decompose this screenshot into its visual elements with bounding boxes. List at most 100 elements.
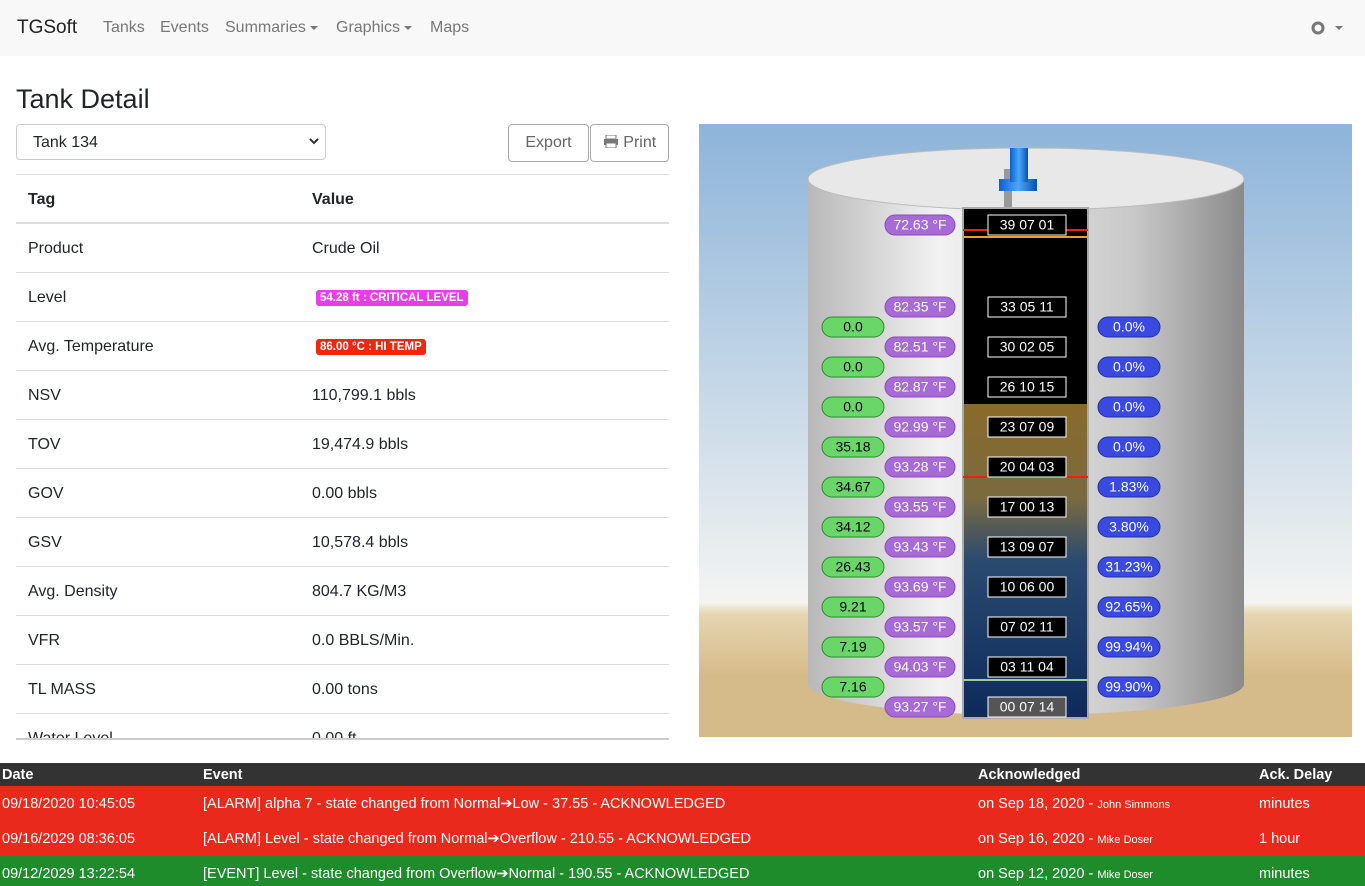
level-text: 03 11 04 — [1000, 659, 1054, 675]
level-text: 10 06 00 — [1000, 579, 1055, 595]
event-date: 09/18/2020 10:45:05 — [2, 796, 136, 812]
percent-pill-text: 99.90% — [1105, 679, 1152, 695]
value-cell: 110,799.1 bbls — [312, 387, 416, 404]
brand[interactable]: TGSoft — [17, 17, 78, 38]
level-text: 33 05 11 — [1000, 299, 1054, 315]
event-text: [ALARM] alpha 7 - state changed from Nor… — [203, 796, 726, 812]
temperature-pill: 72.63 °F — [884, 214, 956, 236]
level-label: 26 10 15 — [987, 376, 1067, 398]
percent-pill-text: 1.83% — [1109, 479, 1149, 495]
tag-cell: GSV — [28, 534, 62, 551]
density-pill-text: 9.21 — [839, 599, 866, 615]
event-date: 09/12/2029 13:22:54 — [2, 866, 136, 882]
level-text: 13 09 07 — [1000, 539, 1055, 555]
export-label: Export — [525, 134, 572, 151]
density-pill-text: 7.16 — [839, 679, 866, 695]
temperature-pill: 93.28 °F — [884, 456, 956, 478]
event-ack: on Sep 12, 2020 - Mike Doser — [978, 866, 1153, 882]
percent-pill-bg — [1097, 396, 1161, 418]
tag-cell: TOV — [28, 436, 61, 453]
level-label: 23 07 09 — [987, 416, 1067, 438]
density-pill-text: 7.19 — [839, 639, 866, 655]
print-label: Print — [623, 134, 657, 151]
density-pill-text: 34.12 — [835, 519, 870, 535]
level-text: 20 04 03 — [1000, 459, 1055, 475]
header-cell: Value — [312, 191, 354, 208]
temperature-pill-bg — [884, 656, 956, 678]
percent-pill: 0.0% — [1097, 436, 1161, 458]
density-pill: 0.0 — [821, 356, 885, 378]
density-pill-bg — [821, 556, 885, 578]
event-row[interactable]: 09/12/2029 13:22:54 [EVENT] Level - state… — [0, 856, 1365, 886]
density-pill: 7.16 — [821, 676, 885, 698]
event-ack-by: John Simmons — [1097, 799, 1171, 811]
temperature-pill-text: 93.57 °F — [893, 619, 946, 635]
level-box — [987, 656, 1067, 678]
level-box — [987, 336, 1067, 358]
level-label: 07 02 11 — [987, 616, 1067, 638]
value-cell: 0.00 bbls — [312, 485, 377, 502]
print-button[interactable]: Print — [590, 124, 669, 162]
level-box — [987, 376, 1067, 398]
percent-pill: 0.0% — [1097, 316, 1161, 338]
percent-pill-bg — [1097, 476, 1161, 498]
nav-item[interactable]: Events — [160, 19, 209, 36]
tag-cell: TL MASS — [28, 681, 96, 698]
temperature-pill-text: 92.99 °F — [893, 419, 946, 435]
event-delay: 1 hour — [1259, 831, 1301, 847]
level-box — [987, 696, 1067, 718]
density-pill: 9.21 — [821, 596, 885, 618]
density-pill: 0.0 — [821, 316, 885, 338]
level-label: 30 02 05 — [987, 336, 1067, 358]
percent-pill: 99.94% — [1097, 636, 1161, 658]
level-box — [987, 576, 1067, 598]
events-table: Date Event Acknowledged Ack. Delay 09/18/20… — [0, 763, 1365, 886]
percent-pill-bg — [1097, 316, 1161, 338]
table-header: Tag Value — [16, 175, 669, 224]
percent-pill-text: 31.23% — [1105, 559, 1152, 575]
density-pill-text: 35.18 — [835, 439, 870, 455]
event-row[interactable]: 09/16/2029 08:36:05 [ALARM] Level - state… — [0, 821, 1365, 856]
temperature-pill: 93.69 °F — [884, 576, 956, 598]
percent-pill-bg — [1097, 596, 1161, 618]
tank-select[interactable]: Tank 134 — [16, 124, 326, 160]
event-ack-by: Mike Doser — [1097, 869, 1153, 881]
tag-cell: VFR — [28, 632, 60, 649]
nav-item[interactable]: Graphics — [336, 19, 415, 37]
tank-select-value: Tank 134 — [33, 134, 98, 151]
level-label: 33 05 11 — [987, 296, 1067, 318]
nav-item[interactable]: Summaries — [225, 19, 321, 37]
nav-item[interactable]: Maps — [430, 19, 470, 36]
level-box — [987, 496, 1067, 518]
events-header-cell: Date — [2, 767, 34, 783]
percent-pill: 99.90% — [1097, 676, 1161, 698]
level-label: 03 11 04 — [987, 656, 1067, 678]
nav-item[interactable]: Tanks — [103, 19, 145, 36]
temperature-pill-bg — [884, 616, 956, 638]
temperature-pill: 82.51 °F — [884, 336, 956, 358]
temperature-pill-bg — [884, 696, 956, 718]
tag-cell: Avg. Temperature — [28, 338, 154, 355]
density-pill-bg — [821, 316, 885, 338]
temperature-pill-text: 94.03 °F — [893, 659, 946, 675]
table-row: TOV 19,474.9 bbls — [16, 420, 669, 469]
value-cell: 0.00 ft — [312, 730, 357, 740]
value-cell: 0.0 BBLS/Min. — [312, 632, 415, 649]
temperature-pill-text: 93.28 °F — [893, 459, 946, 475]
event-row[interactable]: 09/18/2020 10:45:05 [ALARM] alpha 7 - sta… — [0, 786, 1365, 821]
temperature-pill-text: 82.51 °F — [893, 339, 946, 355]
table-row: Avg. Temperature 86.00 °C : HI TEMP — [16, 322, 669, 371]
export-button[interactable]: Export — [508, 124, 589, 162]
percent-pill-text: 99.94% — [1105, 639, 1152, 655]
settings-icon[interactable] — [1310, 20, 1345, 36]
temperature-pill-bg — [884, 496, 956, 518]
percent-pill: 3.80% — [1097, 516, 1161, 538]
level-text: 07 02 11 — [1000, 619, 1054, 635]
events-header-cell: Acknowledged — [978, 767, 1081, 783]
level-text: 00 07 14 — [1000, 699, 1055, 715]
tag-cell: Level — [28, 289, 67, 306]
table-row: TL MASS 0.00 tons — [16, 665, 669, 714]
density-pill-text: 0.0 — [843, 359, 863, 375]
event-delay: minutes — [1259, 796, 1310, 812]
table-row: Product Crude Oil — [16, 224, 669, 273]
